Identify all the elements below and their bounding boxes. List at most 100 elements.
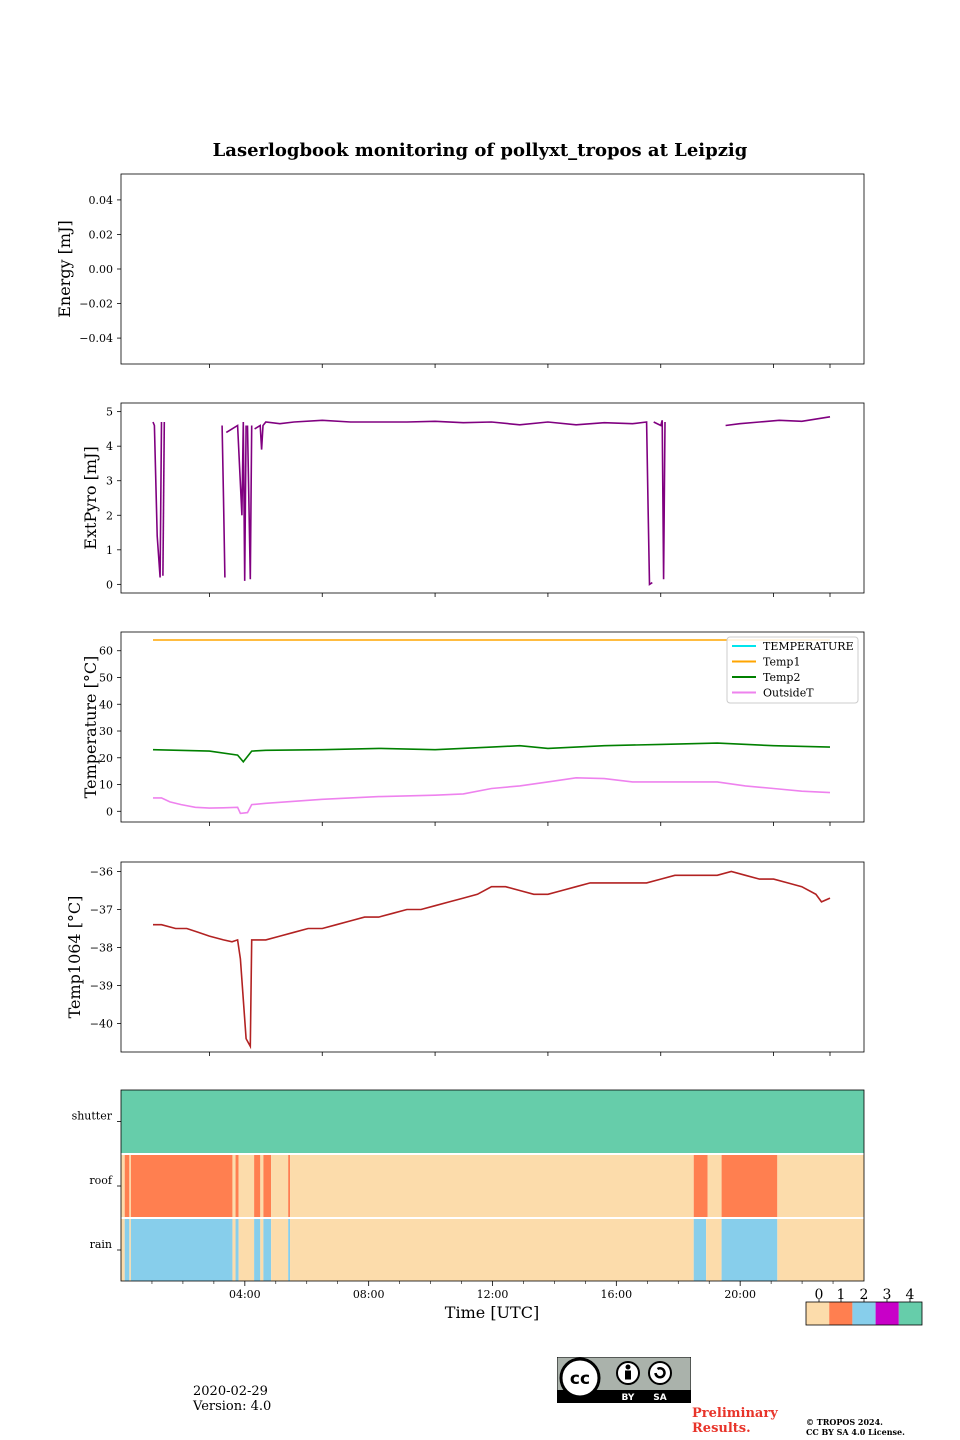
status-cell-rain [271, 1219, 289, 1281]
y-axis-label: Temp1064 [°C] [65, 896, 84, 1019]
y-tick-label: −36 [90, 866, 113, 879]
colorbar-tick-label: 2 [860, 1287, 869, 1303]
status-cell-roof [232, 1155, 236, 1217]
status-cell-roof [130, 1155, 233, 1217]
legend-box [726, 636, 859, 704]
y-tick-label: 4 [106, 440, 113, 453]
series-line-extpyro-4 [246, 425, 253, 580]
series-line-extpyro-0 [152, 421, 163, 578]
series-line-temp1064-0 [153, 870, 831, 1050]
y-axis-label: Temperature [°C] [81, 656, 100, 799]
colorbar-cell-3 [875, 1302, 899, 1325]
x-tick-label: 08:00 [353, 1288, 385, 1301]
series-line-extpyro-3 [225, 421, 247, 581]
results-label: Results. [692, 1421, 751, 1436]
y-axis-label: Energy [mJ] [55, 220, 74, 318]
status-cell-roof [693, 1155, 708, 1217]
sa-share-icon [648, 1361, 672, 1385]
x-tick-label: 20:00 [724, 1288, 756, 1301]
row-label-shutter: shutter [72, 1110, 113, 1123]
status-cell-rain [290, 1219, 694, 1281]
status-cell-roof [121, 1155, 125, 1217]
row-label-roof: roof [89, 1174, 113, 1187]
preliminary-results-note: Preliminary Results. [692, 1406, 778, 1436]
status-cell-shutter [121, 1090, 864, 1153]
status-cell-rain [129, 1219, 131, 1281]
colorbar-tick-label: 0 [815, 1287, 824, 1303]
y-tick-label: 20 [99, 752, 113, 765]
colorbar-cell-2 [852, 1302, 876, 1325]
colorbar-cell-0 [806, 1302, 830, 1325]
series-line-outsidet-3 [153, 776, 831, 815]
y-tick-label: 30 [99, 725, 113, 738]
status-cell-roof [777, 1155, 864, 1217]
status-cell-roof [288, 1155, 291, 1217]
status-cell-rain [232, 1219, 236, 1281]
series-line-extpyro-1 [162, 421, 166, 576]
status-cell-roof [238, 1155, 255, 1217]
copyright-line-1: © TROPOS 2024. [806, 1417, 883, 1427]
y-axis-label: ExtPyro [mJ] [81, 446, 100, 549]
colorbar-cell-1 [829, 1302, 853, 1325]
series-line-extpyro-2 [221, 425, 226, 578]
footer-date-version: 2020-02-29 Version: 4.0 [193, 1384, 271, 1414]
status-cell-rain [260, 1219, 264, 1281]
y-tick-label: 1 [106, 544, 113, 557]
copyright-note: © TROPOS 2024. CC BY SA 4.0 License. [806, 1417, 905, 1437]
y-tick-label: 2 [106, 509, 113, 522]
status-cell-roof [260, 1155, 264, 1217]
y-tick-label: 0.02 [89, 228, 114, 241]
by-text: BY [622, 1393, 635, 1403]
footer-date: 2020-02-29 [193, 1384, 268, 1399]
y-tick-label: −40 [90, 1018, 113, 1031]
y-tick-label: 0 [106, 805, 113, 818]
axes-frame [120, 402, 865, 594]
y-tick-label: 50 [99, 671, 113, 684]
status-cell-rain [263, 1219, 272, 1281]
status-cell-rain [777, 1219, 864, 1281]
status-cell-rain [288, 1219, 291, 1281]
row-label-rain: rain [90, 1238, 112, 1251]
status-cell-roof [235, 1155, 239, 1217]
series-line-temp2-2 [152, 742, 831, 764]
status-cell-rain [235, 1219, 239, 1281]
series-line-extpyro-6 [653, 420, 666, 580]
status-cell-rain [124, 1219, 130, 1281]
status-cell-roof [129, 1155, 131, 1217]
legend-label-temp2: Temp2 [763, 671, 800, 684]
footer-version: Version: 4.0 [193, 1399, 272, 1414]
status-cell-rain [254, 1219, 261, 1281]
panel-temp1064: −36 −37 −38 −39 −40 Temp1064 [°C] [65, 861, 865, 1056]
series-line-extpyro-7 [725, 416, 831, 427]
figure-title: Laserlogbook monitoring of pollyxt_tropo… [212, 140, 748, 161]
y-tick-label: 10 [99, 779, 113, 792]
preliminary-label: Preliminary [692, 1406, 778, 1421]
cc-by-sa-badge: cc BY SA [557, 1357, 691, 1403]
legend-label-outsidet: OutsideT [763, 687, 814, 700]
y-tick-label: 0.00 [89, 263, 114, 276]
copyright-line-2: CC BY SA 4.0 License. [806, 1427, 905, 1437]
status-cell-rain [121, 1219, 125, 1281]
panel-status: shutter roof rain 04:00 08:00 12:00 16:00 20:00… [72, 1089, 865, 1322]
panel-temperature: 60 50 40 30 20 10 0 Temperature [°C] TEMPERATURE… [81, 631, 865, 826]
y-tick-label: 3 [106, 475, 113, 488]
colorbar-tick-label: 3 [883, 1287, 892, 1303]
status-cell-rain [693, 1219, 707, 1281]
x-tick-label: 16:00 [600, 1288, 632, 1301]
cc-text: cc [570, 1369, 590, 1389]
sa-text: SA [653, 1393, 666, 1403]
series-line-extpyro-5 [254, 419, 653, 586]
x-tick-label: 04:00 [229, 1288, 261, 1301]
status-cell-roof [263, 1155, 272, 1217]
y-tick-label: 60 [99, 645, 113, 658]
legend: TEMPERATURE Temp1 Temp2 OutsideT [726, 636, 859, 704]
status-cell-rain [721, 1219, 778, 1281]
status-cell-roof [721, 1155, 778, 1217]
status-cell-roof [124, 1155, 130, 1217]
status-cell-rain [130, 1219, 233, 1281]
status-cell-roof [707, 1155, 722, 1217]
y-tick-label: 5 [106, 406, 113, 419]
status-cell-roof [254, 1155, 261, 1217]
